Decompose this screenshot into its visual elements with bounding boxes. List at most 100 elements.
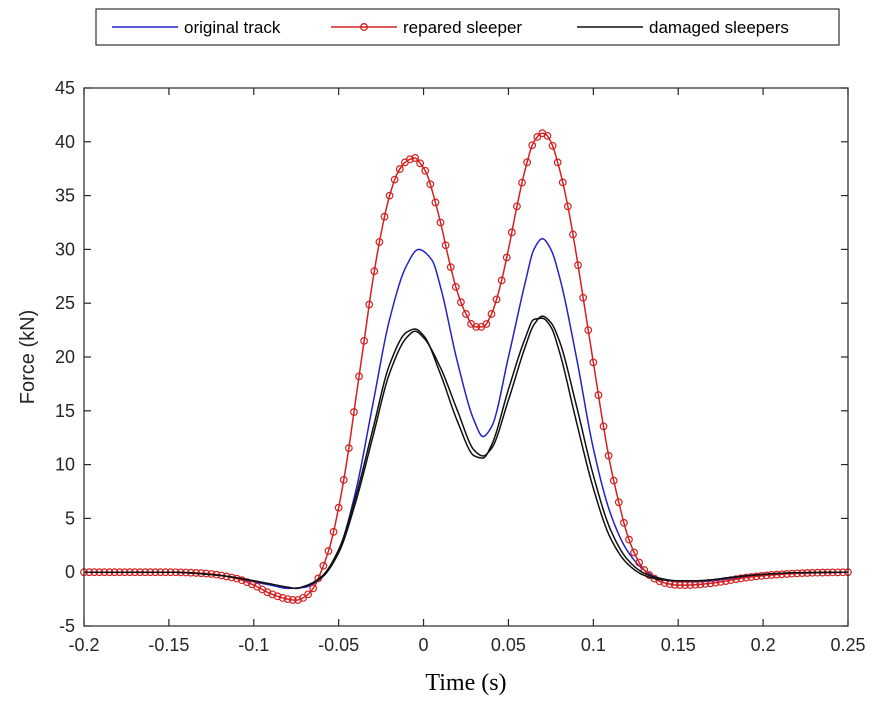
y-axis-label: Force (kN) [17,310,39,404]
data-point-repared-sleeper [299,593,307,602]
data-point-repared-sleeper [380,212,389,221]
data-point-repared-sleeper [747,573,756,581]
data-point-repared-sleeper [645,571,654,579]
y-tick-label: 40 [55,132,75,152]
y-tick-label: 25 [55,293,75,313]
data-point-repared-sleeper [294,596,302,604]
series-line-damaged-sleepers-3 [84,317,849,590]
data-point-repared-sleeper [676,581,684,590]
data-point-repared-sleeper [446,263,455,272]
data-point-repared-sleeper [533,132,542,141]
data-point-repared-sleeper [563,202,572,211]
data-point-repared-sleeper [625,535,633,544]
y-tick-label: 20 [55,347,75,367]
data-point-repared-sleeper [482,320,491,328]
data-point-repared-sleeper [395,165,404,173]
data-point-repared-sleeper [426,180,435,189]
data-point-repared-sleeper [772,570,781,579]
data-point-repared-sleeper [339,475,348,484]
data-point-repared-sleeper [406,155,414,164]
data-point-repared-sleeper [268,590,277,599]
data-point-repared-sleeper [385,191,394,200]
data-point-repared-sleeper [319,561,328,570]
data-point-repared-sleeper [263,588,272,597]
data-point-repared-sleeper [304,590,313,599]
data-point-repared-sleeper [492,295,501,304]
data-point-repared-sleeper [513,202,521,211]
x-tick-label: -0.1 [238,635,269,655]
data-point-repared-sleeper [487,310,496,318]
data-point-repared-sleeper [273,592,282,601]
data-point-repared-sleeper [630,548,638,557]
data-point-repared-sleeper [288,596,297,604]
data-point-repared-sleeper [309,584,318,593]
legend: original track repared sleeper damaged s… [95,8,840,46]
x-tick-label: 0.05 [491,635,526,655]
y-axis: -5 0 5 10 15 20 25 30 35 40 45 [55,78,848,636]
data-point-repared-sleeper [451,282,460,291]
data-point-repared-sleeper [278,594,287,602]
data-point-repared-sleeper [360,336,369,345]
legend-box [95,8,840,46]
data-point-repared-sleeper [365,300,374,309]
y-tick-label: 10 [55,455,75,475]
data-point-repared-sleeper [237,576,246,585]
data-point-repared-sleeper [375,238,384,246]
data-point-repared-sleeper [579,293,588,302]
data-point-repared-sleeper [355,372,363,381]
data-point-repared-sleeper [334,503,343,512]
data-point-repared-sleeper [686,581,695,589]
data-point-repared-sleeper [609,476,618,485]
data-point-repared-sleeper [569,230,577,239]
data-point-repared-sleeper [558,178,567,187]
legend-marker-repared-sleeper [360,23,368,31]
y-tick-label: 35 [55,186,75,206]
data-point-repared-sleeper [635,558,644,567]
x-tick-label: -0.05 [318,635,359,655]
data-point-repared-sleeper [502,253,511,262]
data-point-repared-sleeper [548,141,557,150]
data-point-repared-sleeper [681,581,689,590]
x-tick-label: 0 [419,635,429,655]
data-point-repared-sleeper [767,571,776,579]
data-point-repared-sleeper [619,518,628,527]
y-tick-label: 5 [65,508,75,528]
data-point-repared-sleeper [604,451,613,460]
data-point-repared-sleeper [441,241,450,250]
data-point-repared-sleeper [742,573,751,582]
y-tick-label: 45 [55,78,75,98]
x-tick-label: 0.1 [581,635,606,655]
data-point-repared-sleeper [614,498,623,507]
data-point-repared-sleeper [324,547,333,555]
data-point-repared-sleeper [584,326,593,335]
data-point-repared-sleeper [421,166,430,175]
data-point-repared-sleeper [732,575,740,584]
data-point-repared-sleeper [431,198,440,207]
data-point-repared-sleeper [370,267,379,276]
data-point-repared-sleeper [329,527,338,536]
y-tick-label: 30 [55,239,75,259]
data-point-repared-sleeper [589,358,598,367]
data-point-repared-sleeper [416,159,425,168]
x-axis: -0.2 -0.15 -0.1 -0.05 0 0.05 0.1 0.15 0.2 0.25 [68,88,866,655]
data-point-repared-sleeper [518,178,526,187]
legend-label-repared-sleeper: repared sleeper [403,18,522,37]
data-point-repared-sleeper [599,422,608,431]
data-point-repared-sleeper [670,580,679,589]
x-tick-label: 0.2 [751,635,776,655]
data-point-repared-sleeper [777,570,786,579]
data-point-repared-sleeper [594,391,603,399]
data-point-repared-sleeper [411,154,419,162]
data-point-repared-sleeper [737,574,745,583]
series-layer [80,129,852,604]
data-point-repared-sleeper [757,571,766,580]
y-tick-label: 0 [65,562,75,582]
data-point-repared-sleeper [528,141,537,150]
legend-label-original-track: original track [184,18,281,37]
x-tick-label: 0.25 [830,635,865,655]
data-point-repared-sleeper [553,158,562,167]
x-tick-label: 0.15 [661,635,696,655]
x-tick-label: -0.15 [148,635,189,655]
